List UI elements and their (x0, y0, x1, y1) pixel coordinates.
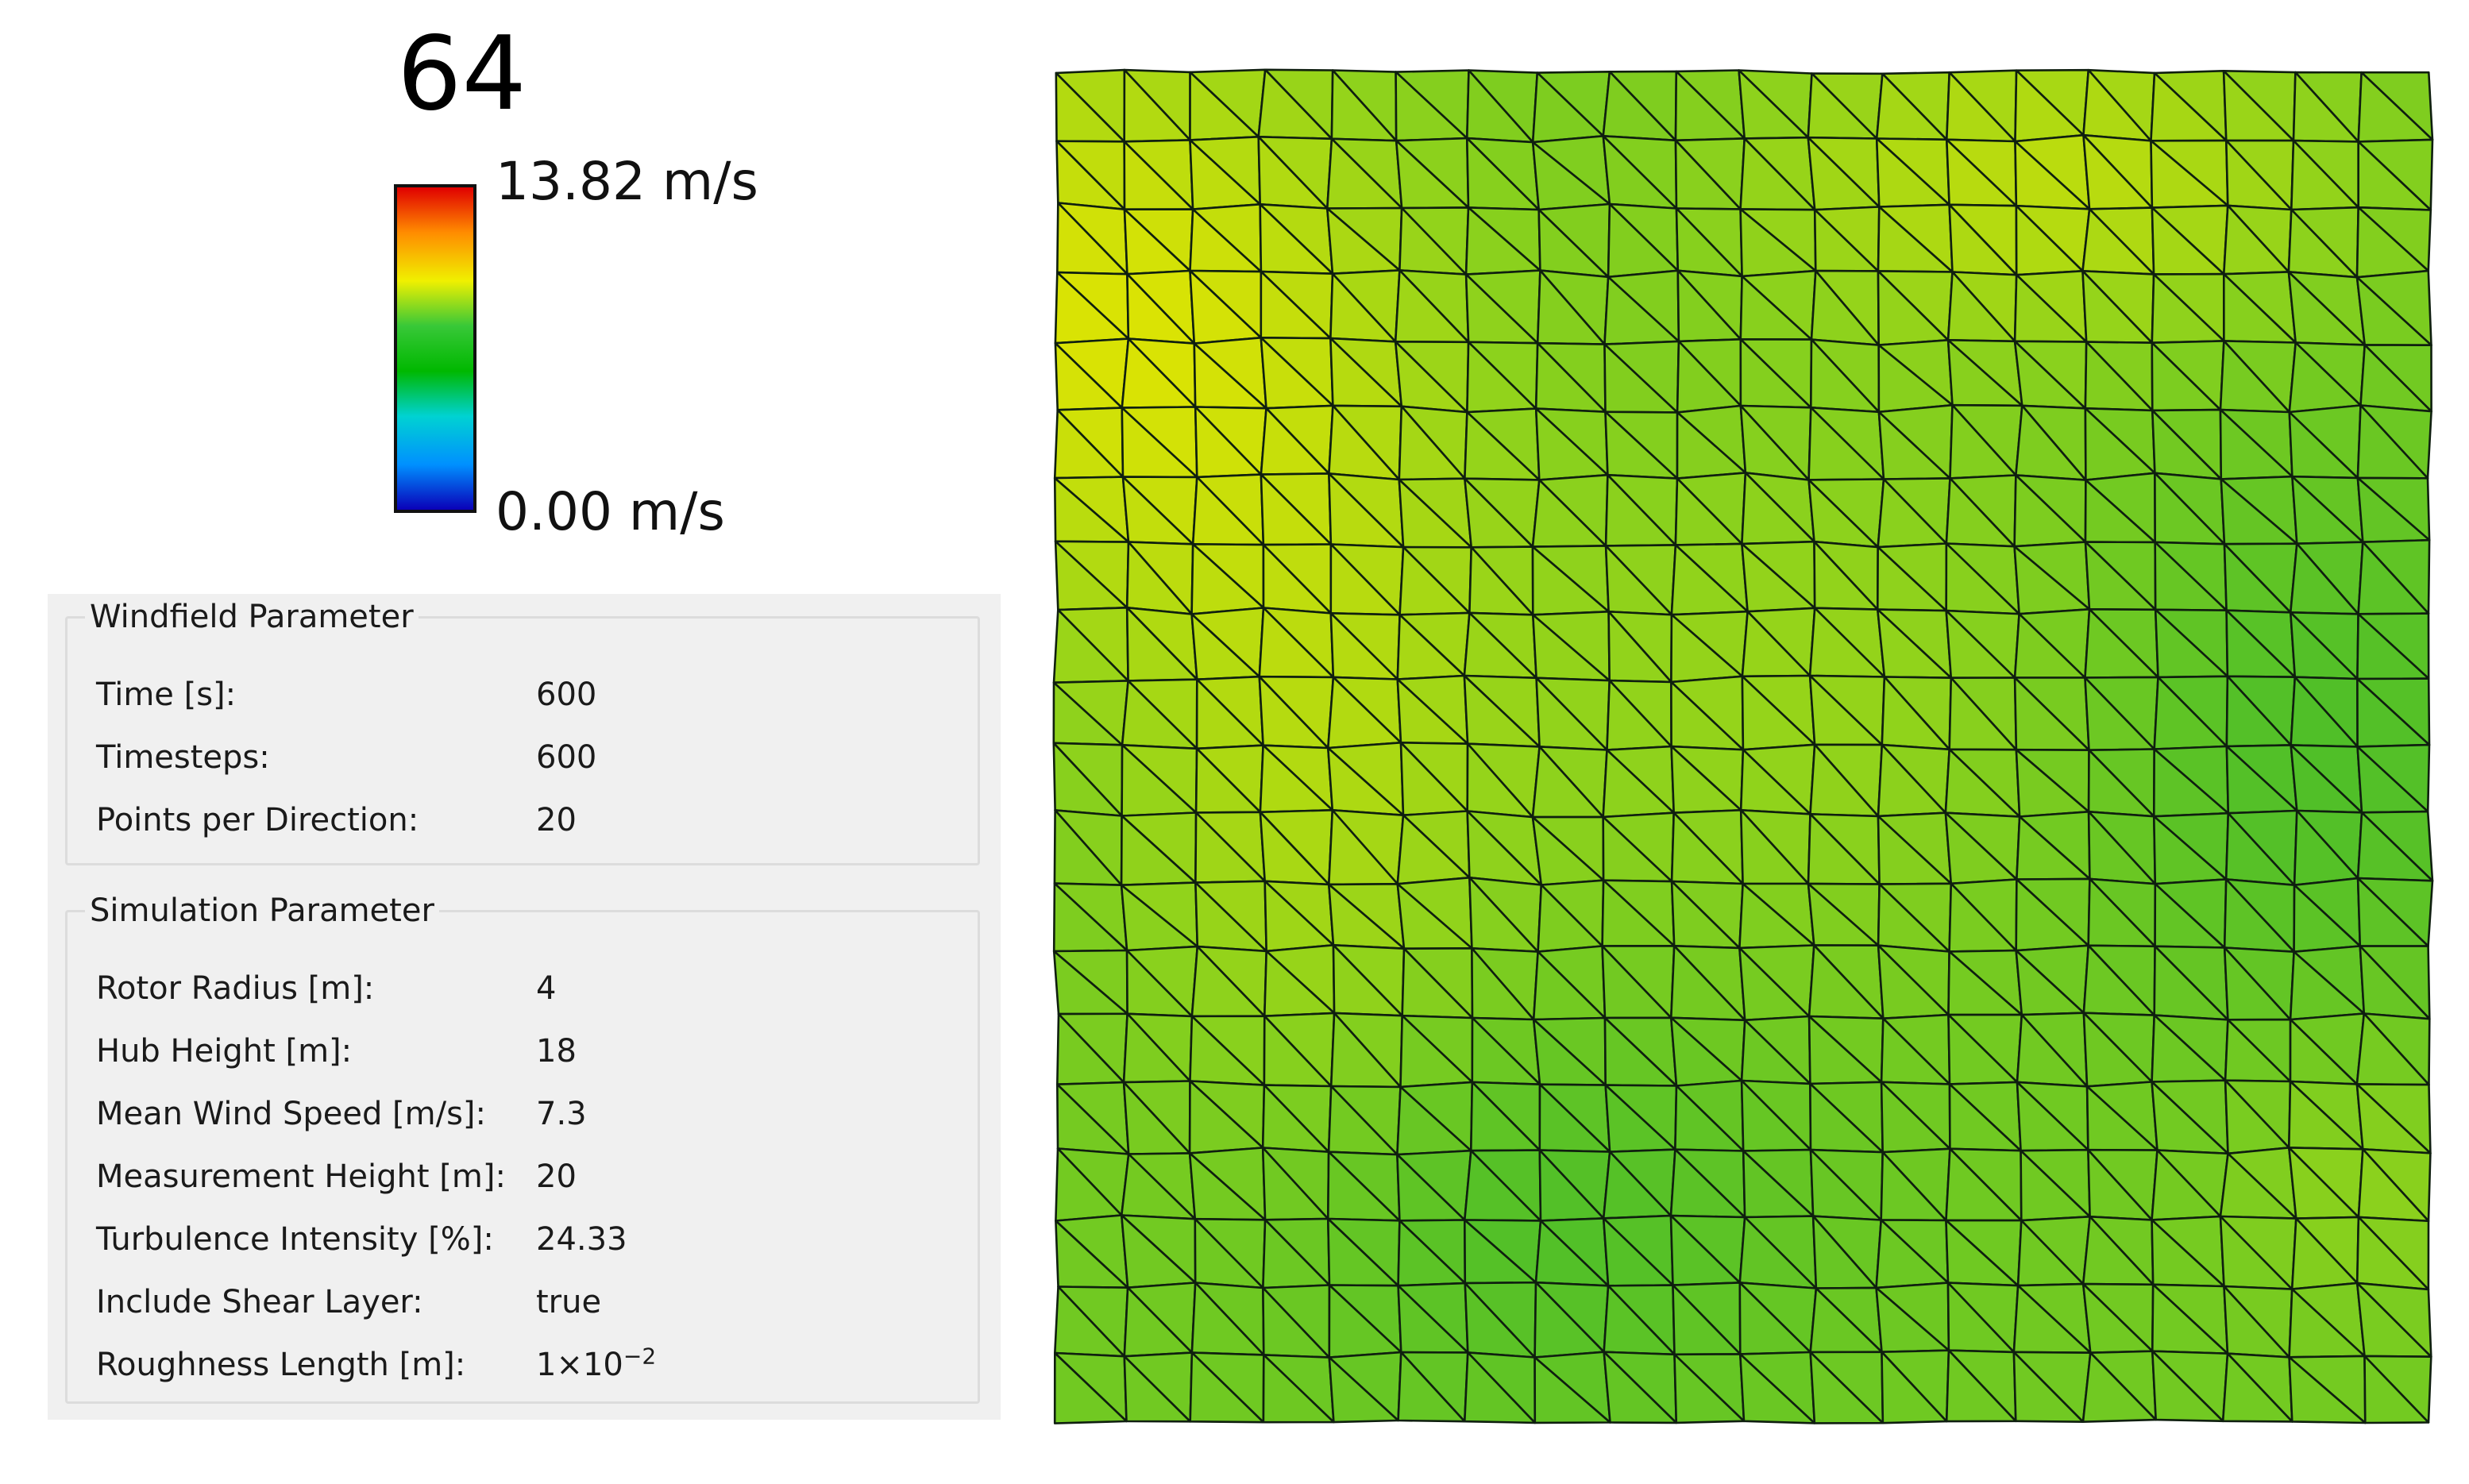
param-label: Rotor Radius [m]: (96, 970, 375, 1007)
param-label: Roughness Length [m]: (96, 1347, 466, 1383)
mesh-triangle (2288, 1356, 2367, 1424)
param-value: true (536, 1284, 602, 1320)
mesh-triangle (1533, 1356, 1611, 1424)
mesh-triangle (1738, 1353, 1816, 1424)
param-value: 7.3 (536, 1096, 587, 1132)
mesh-triangle (2363, 1355, 2430, 1424)
windfield-parameter-group: Windfield Parameter Time [s]: 600 Timest… (65, 598, 980, 865)
param-label: Measurement Height [m]: (96, 1158, 506, 1195)
mesh-triangle (1189, 1351, 1265, 1424)
mesh-triangle (2012, 1351, 2085, 1423)
legend-min-label: 0.00 m/s (496, 481, 725, 542)
legend-max-label: 13.82 m/s (496, 151, 758, 212)
mesh-triangle (1673, 1353, 1746, 1424)
param-value: 20 (536, 1158, 577, 1195)
group-title: Simulation Parameter (85, 892, 439, 930)
param-value: 600 (536, 739, 597, 776)
param-label: Mean Wind Speed [m/s]: (96, 1096, 487, 1132)
param-label: Points per Direction: (96, 802, 419, 838)
mesh-triangle (1945, 1349, 2017, 1423)
group-title: Windfield Parameter (85, 598, 419, 636)
timestep-counter: 64 (397, 15, 527, 133)
roughness-exponent: −2 (623, 1343, 657, 1370)
mesh-triangle (2081, 1351, 2157, 1423)
param-value: 18 (536, 1033, 577, 1070)
mesh-triangle (1123, 1355, 1191, 1423)
param-value: 4 (536, 970, 557, 1007)
param-label: Turbulence Intensity [%]: (96, 1221, 494, 1258)
param-value: 600 (536, 676, 597, 713)
mesh-triangle (1881, 1351, 1948, 1424)
param-label: Hub Height [m]: (96, 1033, 353, 1070)
mesh-triangle (2151, 1350, 2224, 1423)
param-label: Include Shear Layer: (96, 1284, 423, 1320)
mesh-triangle (1463, 1351, 1537, 1424)
color-legend-bar (394, 184, 476, 513)
simulation-parameter-group: Simulation Parameter Rotor Radius [m]: 4… (65, 892, 980, 1404)
roughness-mantissa: 1×10 (536, 1347, 623, 1383)
mesh-triangle (1809, 1351, 1885, 1424)
mesh-triangle (2221, 1352, 2293, 1423)
mesh-triangle (1397, 1351, 1466, 1423)
param-label: Time [s]: (96, 676, 237, 713)
mesh-triangle (1262, 1354, 1335, 1424)
param-value: 20 (536, 802, 577, 838)
param-value: 1×10−2 (536, 1341, 656, 1389)
param-value: 24.33 (536, 1221, 627, 1258)
windfield-mesh (1052, 68, 2434, 1424)
param-label: Timesteps: (96, 739, 270, 776)
mesh-triangle (1328, 1356, 1399, 1424)
mesh-triangle (1053, 1351, 1128, 1424)
parameter-panel: Windfield Parameter Time [s]: 600 Timest… (48, 594, 1001, 1420)
mesh-triangle (1603, 1351, 1678, 1424)
